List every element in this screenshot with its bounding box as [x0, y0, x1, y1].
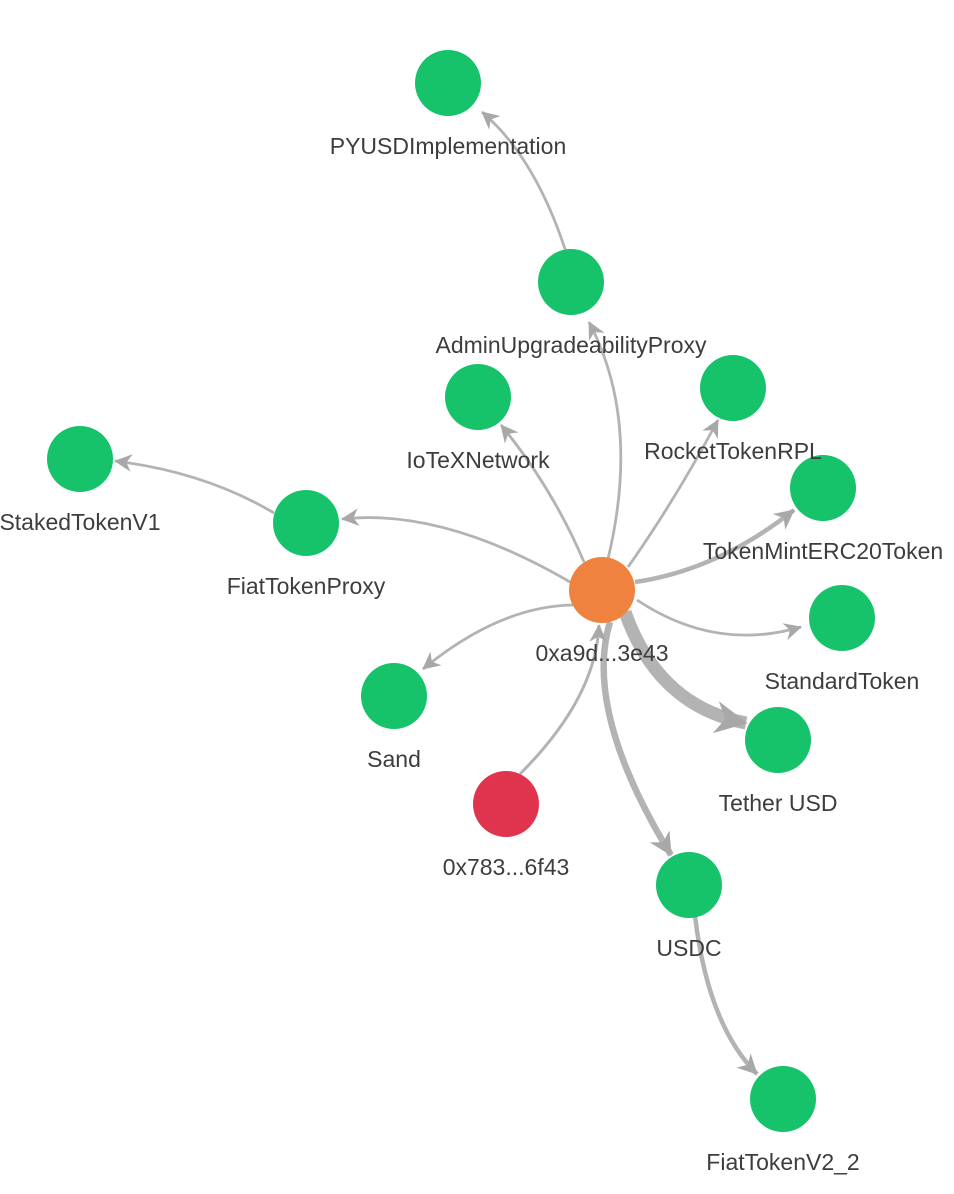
graph-node-pyusd-implementation[interactable]: [415, 50, 481, 116]
node-label-sand: Sand: [367, 746, 421, 772]
graph-node-usdc[interactable]: [656, 852, 722, 918]
graph-node-staked-token-v1[interactable]: [47, 426, 113, 492]
node-label-usdc: USDC: [656, 935, 721, 961]
edge-fiat-token-proxy-to-staked-token-v1: [114, 454, 275, 515]
node-label-token-mint-erc20-token: TokenMintERC20Token: [703, 538, 943, 564]
node-label-staked-token-v1: StakedTokenV1: [0, 509, 161, 535]
graph-node-fiat-token-proxy[interactable]: [273, 490, 339, 556]
node-label-pyusd-implementation: PYUSDImplementation: [330, 133, 567, 159]
graph-node-tether-usd[interactable]: [745, 707, 811, 773]
graph-node-sand[interactable]: [361, 663, 427, 729]
edge-0xa9d-3e43-to-usdc: [600, 621, 674, 857]
node-label-fiat-token-v2-2: FiatTokenV2_2: [706, 1149, 859, 1175]
node-label-rocket-token-rpl: RocketTokenRPL: [644, 438, 822, 464]
edge-0xa9d-3e43-to-rocket-token-rpl: [626, 419, 720, 568]
node-label-admin-upgradeability-proxy: AdminUpgradeabilityProxy: [435, 332, 707, 358]
node-label-iotex-network: IoTeXNetwork: [406, 447, 550, 473]
node-label-fiat-token-proxy: FiatTokenProxy: [227, 573, 386, 599]
graph-node-rocket-token-rpl[interactable]: [700, 355, 766, 421]
node-label-tether-usd: Tether USD: [719, 790, 838, 816]
edge-0xa9d-3e43-to-admin-upgradeability-proxy: [587, 321, 623, 560]
edge-0xa9d-3e43-to-sand: [422, 603, 574, 671]
node-label-0xa9d-3e43: 0xa9d...3e43: [535, 640, 668, 666]
edge-0xa9d-3e43-to-token-mint-erc20-token: [634, 508, 796, 585]
node-label-standard-token: StandardToken: [765, 668, 920, 694]
graph-node-iotex-network[interactable]: [445, 364, 511, 430]
edge-0x783-6f43-to-0xa9d-3e43: [518, 624, 608, 776]
graph-node-standard-token[interactable]: [809, 585, 875, 651]
graph-node-admin-upgradeability-proxy[interactable]: [538, 249, 604, 315]
graph-node-0xa9d-3e43[interactable]: [569, 557, 635, 623]
nodes-layer: [47, 50, 875, 1132]
node-label-0x783-6f43: 0x783...6f43: [443, 854, 570, 880]
edge-usdc-to-fiat-token-v2-2: [692, 915, 759, 1076]
edges-layer: [114, 110, 802, 1076]
edge-admin-upgradeability-proxy-to-pyusd-implementation: [481, 110, 568, 253]
edge-0xa9d-3e43-to-standard-token: [636, 598, 802, 641]
graph-node-token-mint-erc20-token[interactable]: [790, 455, 856, 521]
graph-node-fiat-token-v2-2[interactable]: [750, 1066, 816, 1132]
labels-layer: PYUSDImplementation AdminUpgradeabilityPr…: [0, 133, 943, 1175]
edge-0xa9d-3e43-to-iotex-network: [499, 424, 586, 563]
edge-0xa9d-3e43-to-tether-usd: [618, 609, 748, 734]
edge-0xa9d-3e43-to-fiat-token-proxy: [341, 508, 571, 584]
graph-node-0x783-6f43[interactable]: [473, 771, 539, 837]
